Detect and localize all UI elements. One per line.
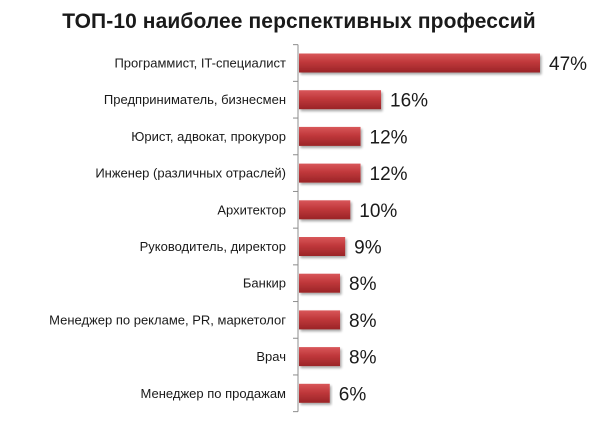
- bar: [299, 200, 351, 220]
- bar: [299, 273, 341, 293]
- value-label: 8%: [349, 311, 377, 332]
- bar: [299, 237, 346, 256]
- category-label: Программист, IT-специалист: [114, 56, 286, 71]
- category-label: Юрист, адвокат, прокурор: [131, 129, 286, 144]
- bar: [299, 163, 361, 183]
- category-label: Менеджер по продажам: [141, 386, 287, 401]
- bar: [299, 90, 382, 110]
- bar: [299, 126, 361, 146]
- value-label: 12%: [370, 164, 408, 185]
- bar: [299, 347, 341, 367]
- category-label: Врач: [256, 349, 286, 364]
- value-label: 47%: [549, 54, 587, 75]
- value-label: 6%: [339, 384, 367, 405]
- value-label: 9%: [354, 238, 382, 259]
- category-label: Архитектор: [217, 202, 286, 217]
- value-label: 8%: [349, 348, 377, 369]
- value-label: 8%: [349, 274, 377, 295]
- category-label: Руководитель, директор: [140, 239, 286, 254]
- bar: [299, 310, 341, 330]
- value-label: 10%: [359, 201, 397, 222]
- category-label: Менеджер по рекламе, PR, маркетолог: [49, 312, 286, 327]
- chart-title: ТОП-10 наиболее перспективных профессий: [62, 10, 536, 33]
- category-label: Инженер (различных отраслей): [95, 166, 286, 181]
- bar: [299, 383, 330, 403]
- category-label: Банкир: [243, 276, 286, 291]
- value-label: 16%: [390, 91, 428, 112]
- category-label: Предприниматель, бизнесмен: [104, 92, 286, 107]
- bar: [299, 53, 540, 73]
- value-label: 12%: [370, 127, 408, 148]
